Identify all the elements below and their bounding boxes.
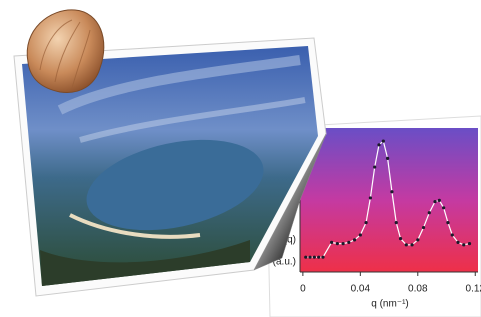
data-point	[373, 165, 376, 168]
data-point	[410, 243, 413, 246]
data-point	[304, 256, 307, 259]
x-tick-label: 0.12	[466, 284, 481, 295]
data-point	[347, 241, 350, 244]
data-point	[382, 140, 385, 143]
x-axis-label: q (nm⁻¹)	[371, 299, 409, 310]
data-point	[405, 243, 408, 246]
illustration: q (nm⁻¹) I(q) (a.u.) 00.040.080.12	[0, 0, 481, 317]
data-point	[468, 242, 471, 245]
shell	[27, 10, 104, 93]
shell-body	[27, 10, 104, 93]
data-point	[446, 221, 449, 224]
data-point	[321, 256, 324, 259]
data-point	[462, 243, 465, 246]
data-point	[364, 221, 367, 224]
x-tick-label: 0.04	[351, 284, 371, 295]
data-point	[416, 238, 419, 241]
x-tick-label: 0	[300, 284, 306, 295]
data-point	[313, 256, 316, 259]
data-point	[422, 226, 425, 229]
data-point	[442, 206, 445, 209]
data-point	[433, 200, 436, 203]
data-point	[341, 242, 344, 245]
data-point	[390, 190, 393, 193]
data-point	[377, 143, 380, 146]
data-point	[336, 242, 339, 245]
data-point	[353, 238, 356, 241]
data-point	[308, 256, 311, 259]
data-point	[456, 241, 459, 244]
data-point	[317, 256, 320, 259]
data-point	[438, 199, 441, 202]
x-tick-label: 0.08	[408, 284, 428, 295]
data-point	[330, 241, 333, 244]
data-point	[386, 157, 389, 160]
data-point	[369, 196, 372, 199]
data-point	[395, 221, 398, 224]
data-point	[399, 237, 402, 240]
data-point	[359, 233, 362, 236]
data-point	[428, 211, 431, 214]
data-point	[451, 233, 454, 236]
